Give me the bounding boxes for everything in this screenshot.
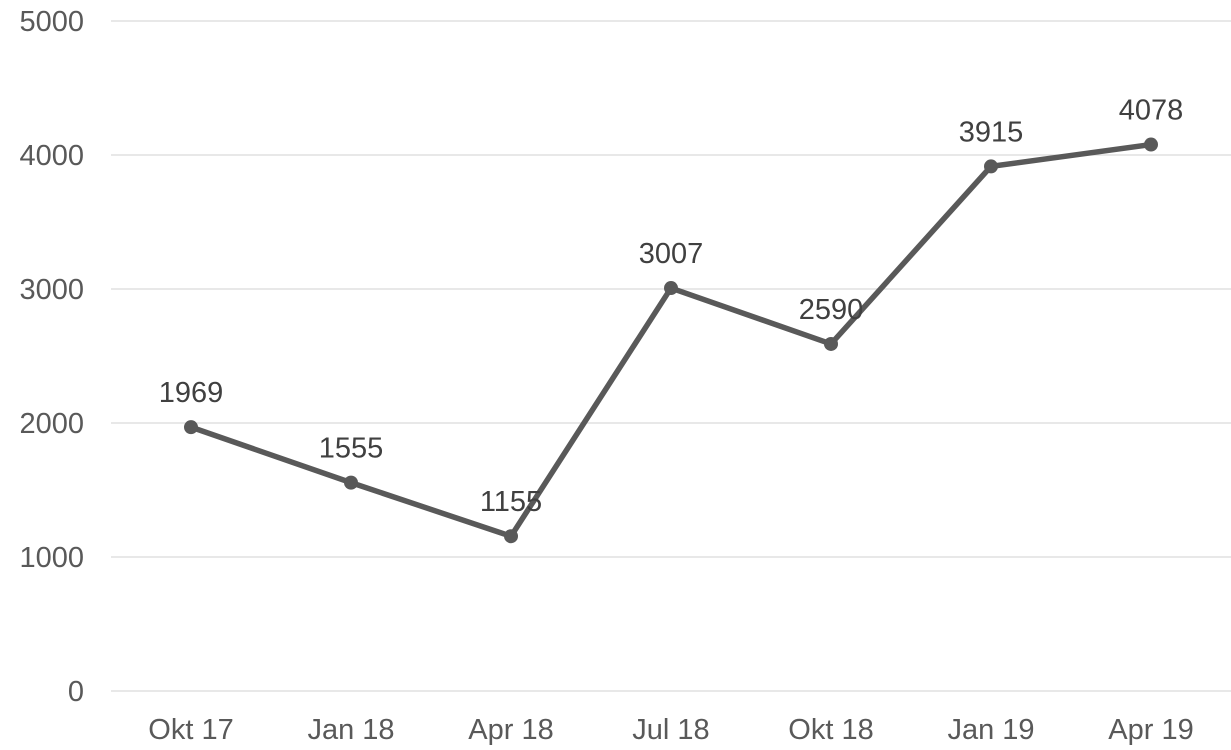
x-axis-tick-labels: Okt 17 Jan 18 Apr 18 Jul 18 Okt 18 Jan 19 Apr …	[148, 714, 1193, 746]
series-layer	[184, 137, 1158, 544]
x-tick-label-1: Jan 18	[307, 714, 394, 745]
gridlines	[111, 20, 1231, 692]
x-tick-label-3: Jul 18	[632, 714, 709, 745]
y-axis-tick-labels: 0 1000 2000 3000 4000 5000	[19, 6, 84, 708]
x-tick-label-2: Apr 18	[468, 714, 553, 745]
x-tick-label-4: Okt 18	[788, 714, 873, 745]
x-tick-label-6: Apr 19	[1108, 714, 1193, 745]
data-label-1: 1555	[319, 433, 384, 465]
data-point-5	[984, 159, 998, 174]
y-tick-label-4000: 4000	[19, 140, 84, 172]
data-label-3: 3007	[639, 238, 704, 270]
y-tick-label-0: 0	[68, 676, 84, 708]
data-point-3	[664, 281, 678, 296]
y-tick-label-2000: 2000	[19, 408, 84, 440]
data-label-5: 3915	[959, 116, 1024, 148]
x-tick-label-5: Jan 19	[947, 714, 1034, 745]
data-point-2	[504, 529, 518, 544]
data-label-4: 2590	[799, 294, 864, 326]
x-tick-label-0: Okt 17	[148, 714, 233, 745]
data-label-2: 1155	[480, 486, 542, 518]
data-label-6: 4078	[1119, 95, 1184, 127]
series-line-0	[188, 141, 1154, 539]
data-point-4	[824, 336, 838, 351]
data-labels: 1969 1555 1155 3007 2590 3915 4078	[159, 95, 1184, 519]
data-point-1	[344, 475, 358, 490]
data-point-6	[1144, 137, 1158, 152]
data-label-0: 1969	[159, 377, 224, 409]
y-tick-label-3000: 3000	[19, 274, 84, 306]
y-tick-label-1000: 1000	[19, 542, 84, 574]
y-tick-label-5000: 5000	[19, 6, 84, 38]
data-point-0	[184, 420, 198, 435]
